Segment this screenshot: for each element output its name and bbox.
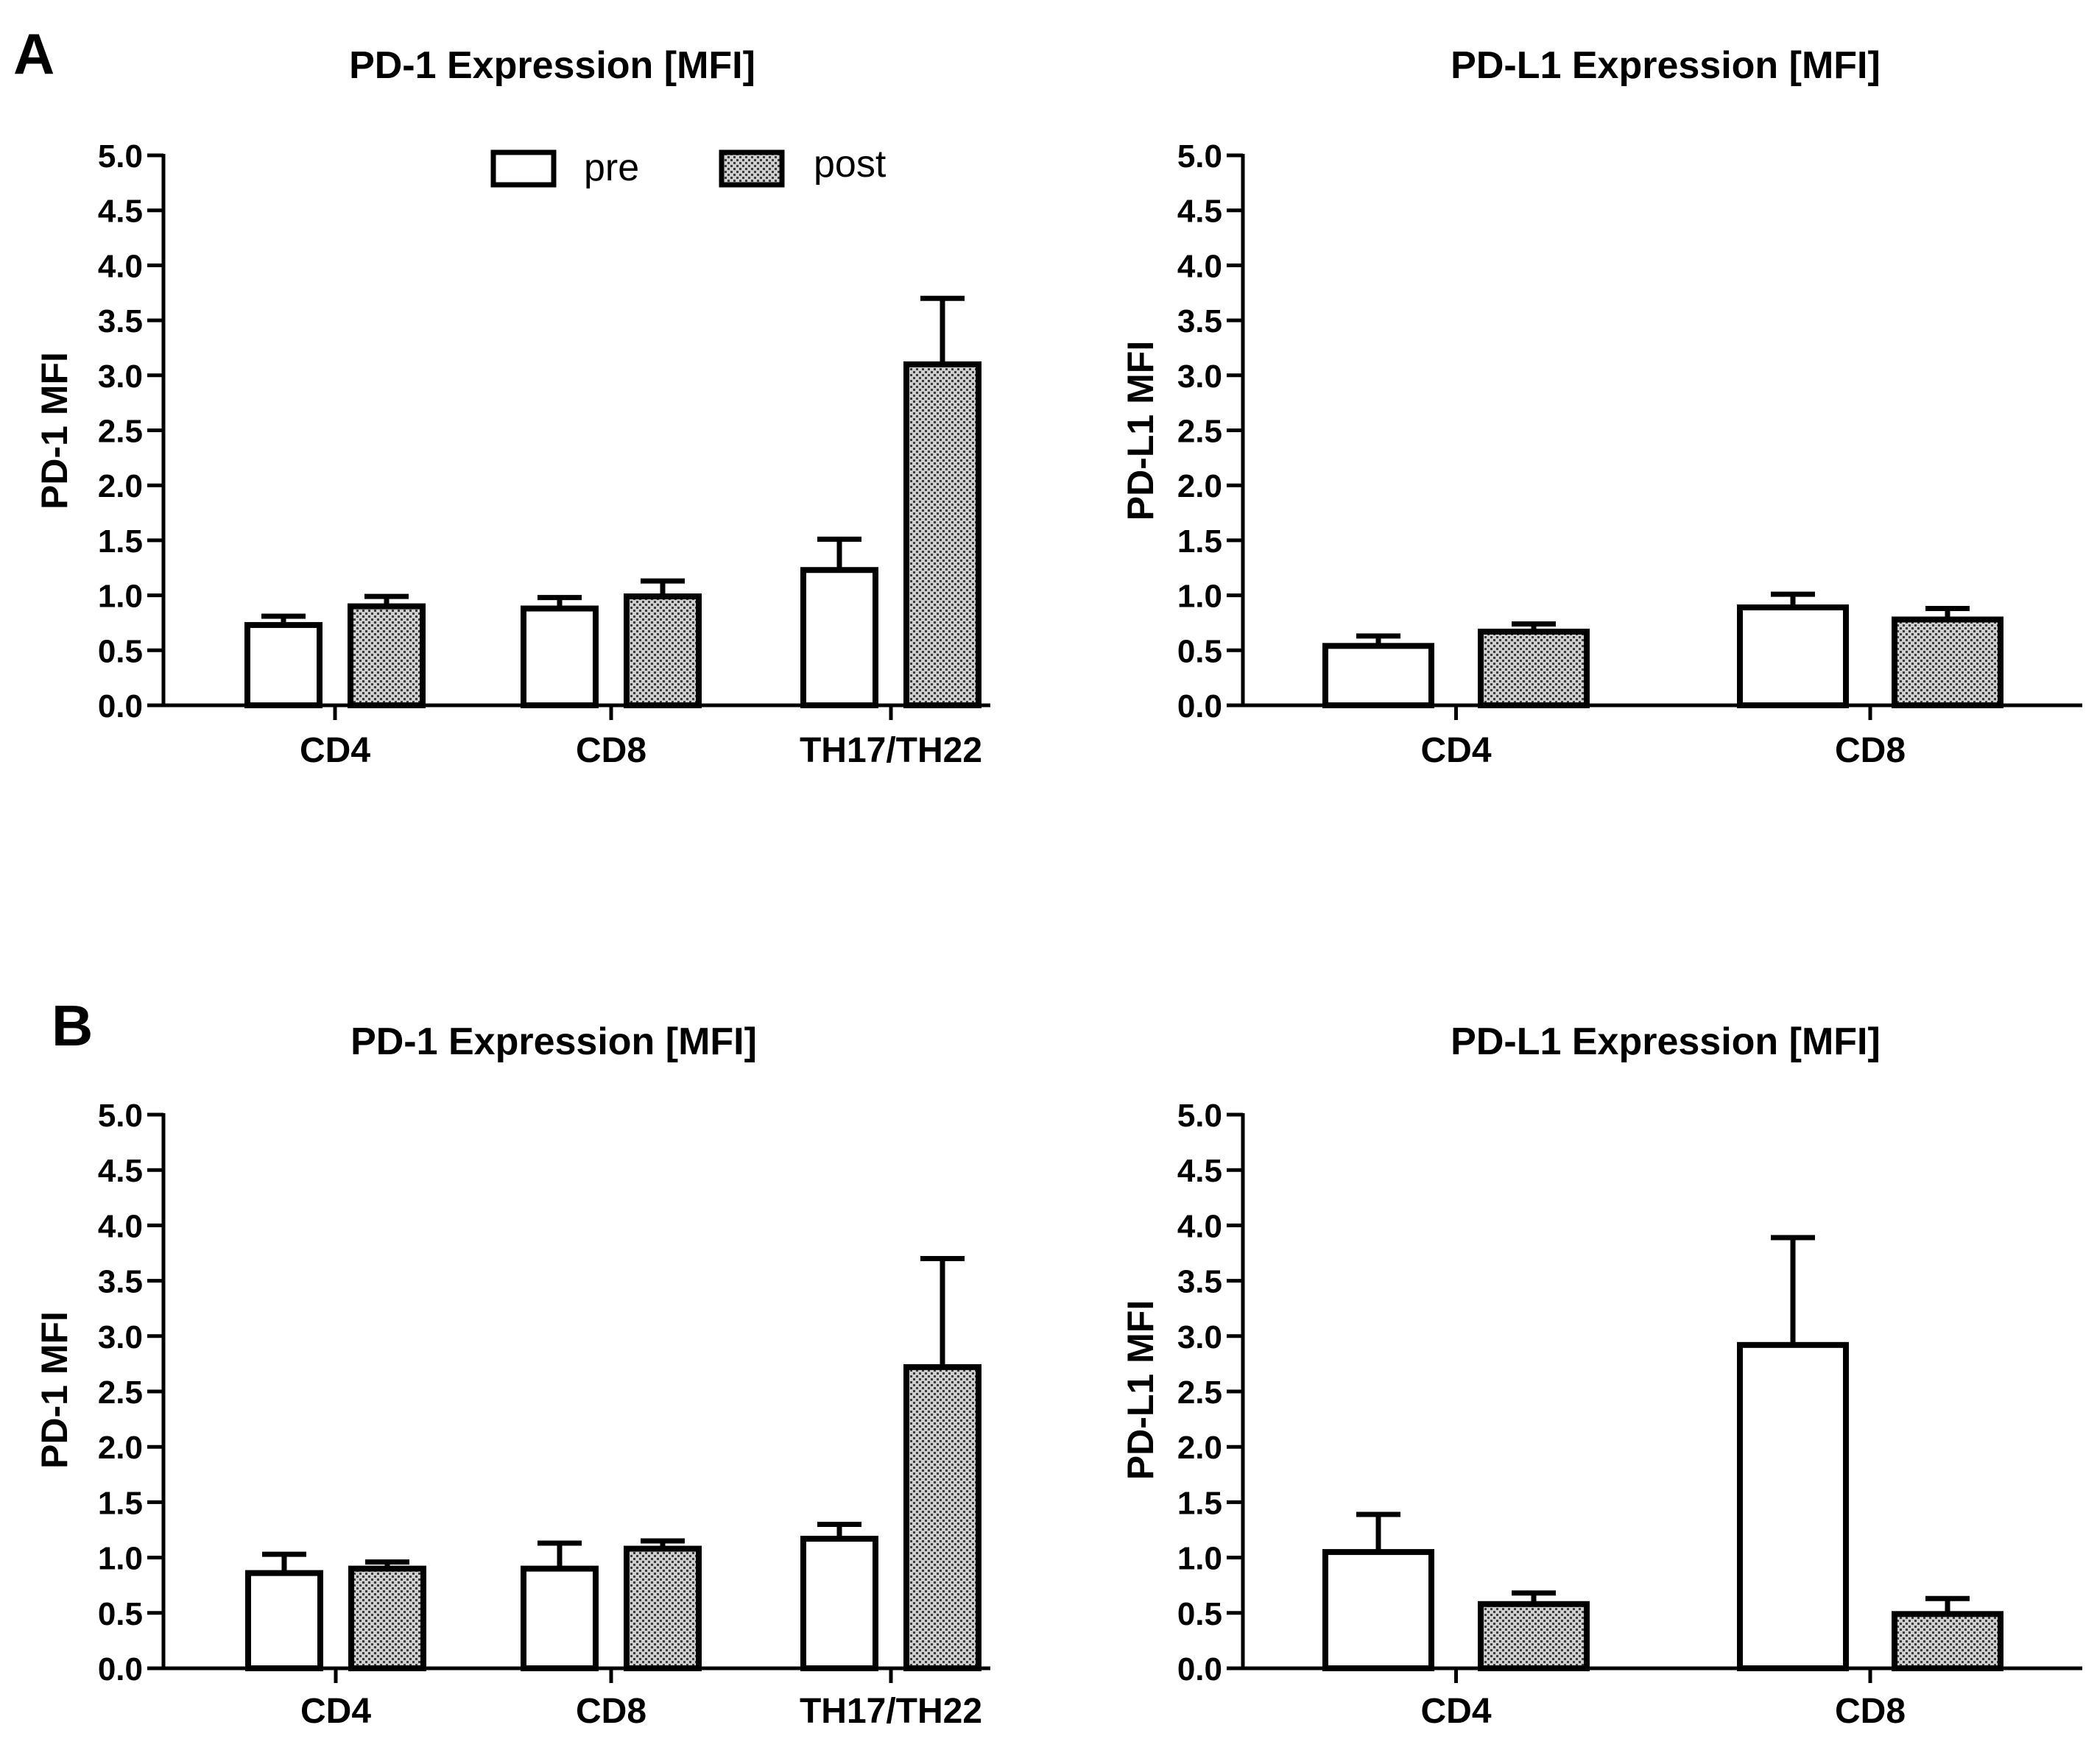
y-tick-label: 4.5	[98, 1153, 143, 1189]
bar-post	[348, 1565, 426, 1671]
y-tick-label: 3.0	[98, 359, 143, 395]
bar-pre	[1737, 1341, 1849, 1672]
bar-post	[1478, 628, 1590, 708]
x-tick-label: CD8	[1835, 1692, 1906, 1731]
y-tick-label: 0.5	[98, 1596, 143, 1632]
bar-post	[624, 593, 702, 708]
y-tick-label: 5.0	[98, 138, 143, 174]
y-tick-label: 4.5	[1177, 1153, 1222, 1189]
y-tick-label: 1.5	[1177, 523, 1222, 560]
y-tick-label: 3.5	[98, 1264, 143, 1300]
y-tick-label: 2.5	[98, 414, 143, 450]
bar-pre	[521, 605, 599, 709]
bar-post	[903, 361, 981, 708]
x-tick-label: TH17/TH22	[800, 731, 982, 770]
y-tick-label: 1.5	[1177, 1485, 1222, 1521]
y-tick-label: 1.0	[1177, 1541, 1222, 1577]
y-tick-label: 1.0	[98, 1541, 143, 1577]
y-tick-label: 3.0	[1177, 359, 1222, 395]
y-tick-label: 2.0	[98, 1430, 143, 1466]
y-tick-label: 3.5	[98, 303, 143, 339]
y-tick-label: 0.5	[98, 633, 143, 669]
x-tick-label: CD4	[1420, 1692, 1491, 1731]
y-tick-label: 1.0	[1177, 579, 1222, 615]
chart-a-pd1: PD-1 Expression [MFI] PD-1 MFI 0.0 0.5 1.0 1.…	[34, 44, 990, 770]
y-tick-label: 2.0	[1177, 468, 1222, 504]
bar-pre	[521, 1565, 599, 1671]
x-tick-label: CD4	[300, 1692, 371, 1731]
y-tick-label: 2.5	[1177, 414, 1222, 450]
chart-a-pdl1: PD-L1 Expression [MFI] PD-L1 MFI 0.0 0.5 1.0…	[1120, 44, 2082, 770]
x-tick-label: CD4	[300, 731, 370, 770]
y-tick-label: 4.0	[1177, 1208, 1222, 1244]
y-tick-label: 5.0	[98, 1098, 143, 1134]
legend-post-label: post	[814, 143, 887, 186]
panel-label-b: B	[52, 993, 93, 1058]
legend-pre-label: pre	[584, 147, 639, 189]
y-tick-label: 4.5	[98, 194, 143, 230]
y-axis-label: PD-1 MFI	[34, 352, 75, 509]
y-tick-label: 2.0	[1177, 1430, 1222, 1466]
y-axis-label: PD-L1 MFI	[1120, 341, 1161, 521]
bar-pre	[1322, 1549, 1434, 1672]
y-tick-label: 0.0	[98, 688, 143, 724]
y-tick-label: 1.5	[98, 523, 143, 560]
y-tick-label: 0.5	[1177, 633, 1222, 669]
y-tick-label: 1.5	[98, 1485, 143, 1521]
y-tick-label: 4.0	[98, 248, 143, 284]
bar-pre	[800, 1536, 878, 1671]
y-tick-label: 0.0	[1177, 1651, 1222, 1687]
bar-post	[1892, 1611, 2003, 1671]
chart-b-pd1: PD-1 Expression [MFI] PD-1 MFI 0.0 0.5 1.0 1.…	[34, 1020, 990, 1731]
bar-pre	[244, 621, 323, 708]
legend-post-swatch	[719, 149, 785, 188]
bar-post	[1478, 1601, 1590, 1672]
y-tick-label: 4.5	[1177, 194, 1222, 230]
panel-label-a: A	[13, 21, 54, 86]
chart-title: PD-L1 Expression [MFI]	[1451, 1020, 1881, 1063]
bar-post	[1892, 616, 2003, 709]
chart-title: PD-1 Expression [MFI]	[350, 1020, 757, 1063]
x-tick-label: TH17/TH22	[800, 1692, 982, 1731]
y-tick-label: 1.0	[98, 579, 143, 615]
x-tick-label: CD8	[576, 1692, 646, 1731]
y-tick-label: 2.5	[98, 1375, 143, 1411]
chart-b-pdl1: PD-L1 Expression [MFI] PD-L1 MFI 0.0 0.5 1.0…	[1120, 1020, 2082, 1731]
x-tick-label: CD8	[1835, 731, 1906, 770]
y-tick-label: 4.0	[1177, 248, 1222, 284]
y-tick-label: 3.5	[1177, 1264, 1222, 1300]
y-tick-label: 3.0	[98, 1319, 143, 1355]
y-tick-label: 4.0	[98, 1208, 143, 1244]
chart-title: PD-L1 Expression [MFI]	[1451, 44, 1881, 87]
bar-post	[903, 1363, 981, 1671]
y-tick-label: 2.5	[1177, 1375, 1222, 1411]
x-tick-label: CD8	[576, 731, 646, 770]
y-tick-label: 2.0	[98, 468, 143, 504]
x-tick-label: CD4	[1420, 731, 1491, 770]
legend: pre post	[490, 143, 887, 189]
legend-pre-swatch	[490, 149, 557, 188]
bar-pre	[1737, 604, 1849, 708]
y-tick-label: 5.0	[1177, 138, 1222, 174]
bar-post	[624, 1545, 702, 1672]
y-tick-label: 3.5	[1177, 303, 1222, 339]
chart-title: PD-1 Expression [MFI]	[349, 44, 755, 87]
bar-pre	[800, 567, 878, 708]
y-tick-label: 3.0	[1177, 1319, 1222, 1355]
bar-pre	[245, 1570, 323, 1671]
bar-pre	[1322, 643, 1434, 708]
y-tick-label: 0.5	[1177, 1596, 1222, 1632]
bar-post	[348, 603, 426, 708]
y-axis-label: PD-1 MFI	[34, 1311, 75, 1469]
y-tick-label: 0.0	[98, 1651, 143, 1687]
y-tick-label: 5.0	[1177, 1098, 1222, 1134]
y-tick-label: 0.0	[1177, 688, 1222, 724]
y-axis-label: PD-L1 MFI	[1120, 1300, 1161, 1480]
